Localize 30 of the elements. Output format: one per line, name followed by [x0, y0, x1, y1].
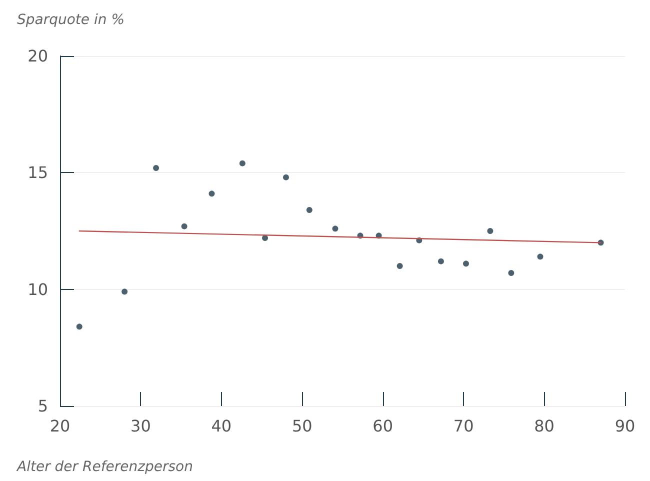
point	[239, 160, 246, 166]
x-tick-label: 50	[292, 416, 312, 436]
y-tick-label: 20	[28, 46, 48, 66]
point	[208, 190, 215, 197]
point	[438, 258, 444, 264]
x-tick-label: 80	[534, 416, 554, 436]
x-tick-label: 40	[211, 416, 232, 436]
point	[153, 165, 160, 171]
point	[508, 270, 514, 276]
point	[396, 263, 403, 269]
y-tick-label: 5	[38, 396, 48, 416]
point	[463, 260, 469, 267]
y-tick-label: 10	[28, 280, 48, 299]
x-tick-label: 70	[453, 416, 474, 436]
point	[537, 254, 544, 260]
y-axis-title: Sparquote in %	[17, 12, 125, 28]
point	[306, 207, 312, 213]
x-tick-label: 30	[130, 416, 151, 436]
point	[262, 235, 268, 241]
point	[122, 288, 128, 295]
y-tick-label: 15	[28, 163, 48, 182]
point	[283, 174, 289, 180]
point	[76, 324, 82, 330]
x-tick-label: 60	[372, 416, 394, 436]
point	[332, 226, 338, 232]
x-tick-label: 90	[614, 416, 636, 436]
point	[181, 223, 188, 230]
point	[487, 228, 494, 234]
x-axis-title: Alter der Referenzperson	[16, 459, 193, 475]
x-tick-label: 20	[50, 416, 70, 436]
